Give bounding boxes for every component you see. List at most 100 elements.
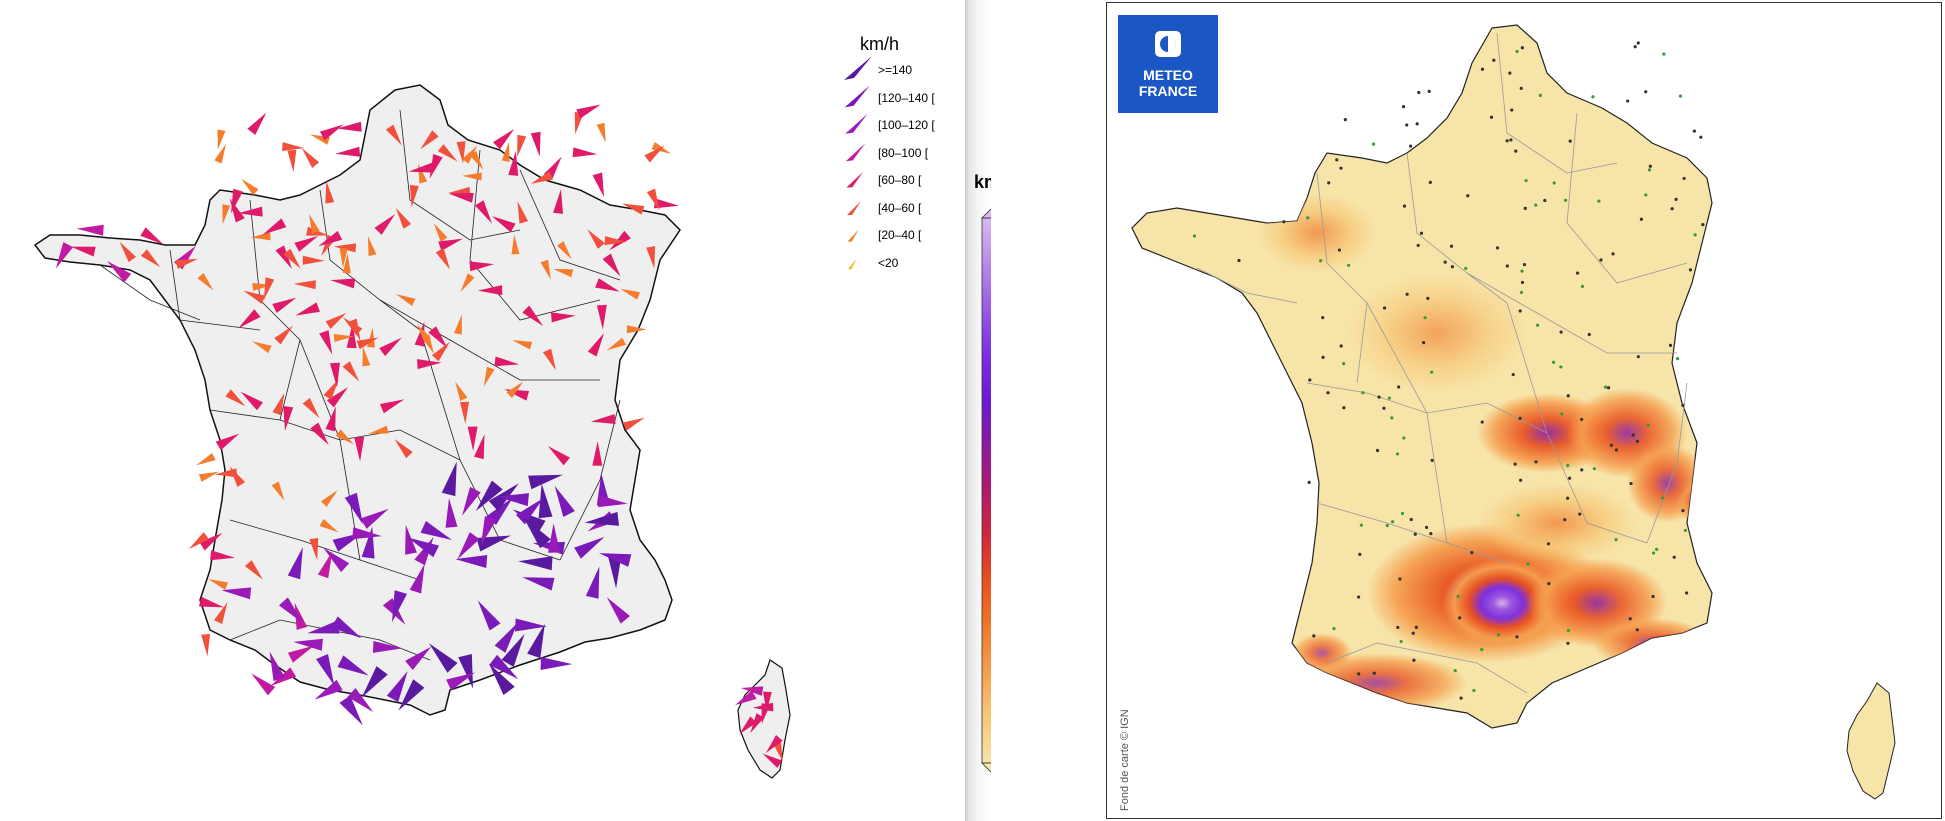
wind-arrow <box>229 198 245 223</box>
station-marker <box>1646 423 1650 427</box>
wind-legend-item: [40–60 [ <box>838 198 958 218</box>
wind-arrow <box>508 151 519 176</box>
forecast-map-frame: METEO FRANCE Fond de carte © IGN <box>1106 2 1942 819</box>
wind-arrow <box>221 587 252 600</box>
wind-arrow <box>739 716 757 735</box>
station-marker <box>1566 628 1570 633</box>
wind-arrow <box>361 666 388 698</box>
wind-arrow <box>646 246 656 269</box>
wind-arrow <box>598 495 628 508</box>
wind-arrow <box>175 258 198 269</box>
wind-arrow <box>620 288 640 300</box>
wind-legend-label: [60–80 [ <box>878 173 922 187</box>
wind-arrow <box>622 203 645 215</box>
gust-intensity-field <box>1257 193 1712 713</box>
wind-arrow <box>214 602 228 624</box>
wind-arrow <box>735 690 757 706</box>
station-marker <box>1326 391 1330 395</box>
wind-arrow <box>316 654 335 686</box>
wind-arrow <box>281 142 305 152</box>
wind-arrow <box>342 361 360 382</box>
wind-arrow <box>518 556 553 571</box>
station-marker <box>1519 290 1524 295</box>
observed-gusts-panel: km/h >=140 [120–140 [[100–120 [[80–100 [[… <box>0 0 965 821</box>
station-marker <box>1411 631 1415 635</box>
wind-arrow <box>318 230 343 247</box>
wind-arrow <box>448 192 474 203</box>
wind-arrow <box>480 516 497 546</box>
station-marker <box>1480 420 1484 424</box>
wind-arrow <box>462 486 481 516</box>
wind-arrow <box>438 238 463 252</box>
station-marker <box>1675 357 1680 361</box>
wind-arrow <box>240 391 264 411</box>
wind-arrow <box>346 323 357 349</box>
station-marker <box>1397 385 1401 389</box>
wind-arrow <box>342 253 351 274</box>
wind-arrow <box>462 145 478 164</box>
wind-arrow <box>70 246 96 257</box>
wind-arrow <box>486 497 513 526</box>
station-marker <box>1662 52 1666 56</box>
station-marker <box>1400 511 1405 516</box>
wind-arrow <box>352 527 382 540</box>
logo-line-2: FRANCE <box>1138 83 1198 99</box>
wind-arrow <box>493 128 515 150</box>
station-marker <box>1402 204 1407 208</box>
station-marker <box>1568 139 1572 143</box>
station-marker <box>1456 594 1460 599</box>
wind-arrow <box>314 679 343 700</box>
wind-arrow <box>302 255 325 265</box>
station-marker <box>1606 386 1611 390</box>
wind-arrow <box>750 713 765 734</box>
wind-arrow <box>333 243 357 253</box>
wind-arrow <box>584 511 620 526</box>
wind-legend-item: [20–40 [ <box>838 225 958 245</box>
station-marker <box>1568 476 1572 480</box>
station-marker <box>1651 594 1655 599</box>
station-marker <box>1660 496 1665 500</box>
wind-arrow <box>140 249 161 268</box>
station-marker <box>1480 648 1484 652</box>
wind-arrow <box>197 272 214 291</box>
wind-arrow <box>262 218 287 235</box>
wind-arrow <box>622 417 645 431</box>
wind-arrow <box>196 452 216 466</box>
station-marker <box>1682 176 1686 181</box>
station-marker <box>1321 355 1325 359</box>
station-marker <box>1391 520 1395 524</box>
wind-arrow <box>469 151 484 170</box>
wind-arrow <box>356 337 379 350</box>
station-marker <box>1578 512 1582 516</box>
wind-arrow <box>602 253 621 277</box>
station-marker <box>1560 412 1564 416</box>
wind-arrow <box>287 547 303 580</box>
station-marker <box>1629 481 1633 486</box>
wind-legend-item: <20 <box>838 253 958 273</box>
station-marker <box>1382 306 1387 310</box>
station-marker <box>1566 394 1570 398</box>
wind-arrow <box>654 198 679 209</box>
wind-arrow <box>214 144 226 164</box>
wind-arrow <box>319 330 333 355</box>
station-marker <box>1701 223 1705 227</box>
wind-arrow <box>530 131 541 157</box>
wind-arrow <box>453 314 462 335</box>
wind-arrow <box>517 134 527 158</box>
wind-arrow <box>323 548 350 573</box>
station-marker <box>1513 462 1517 466</box>
wind-arrow <box>362 346 371 367</box>
wind-arrow <box>247 112 267 135</box>
wind-arrow <box>367 236 377 257</box>
wind-arrow <box>626 325 647 334</box>
wind-arrow <box>337 121 362 132</box>
wind-arrow <box>522 305 544 327</box>
station-marker <box>1693 233 1697 237</box>
wind-legend-label: [80–100 [ <box>878 145 929 160</box>
station-marker <box>1543 198 1547 203</box>
wind-arrow <box>540 657 573 671</box>
wind-arrow <box>473 434 485 460</box>
station-marker <box>1395 452 1400 456</box>
station-marker <box>1377 395 1381 399</box>
wind-arrow <box>553 189 564 214</box>
